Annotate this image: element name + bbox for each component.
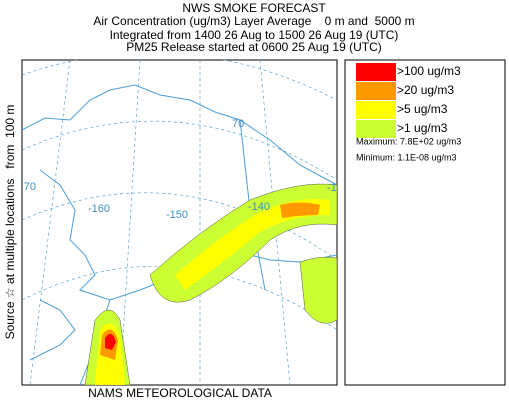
legend-label: >1 ug/m3 xyxy=(397,121,448,135)
coastline xyxy=(29,299,76,361)
legend-minimum: Minimum: 1.1E-08 ug/m3 xyxy=(356,152,457,162)
map: -170 -160 -150 -140 -100 70 xyxy=(14,60,349,385)
grid-label: -140 xyxy=(248,201,270,213)
grid-label: -100 xyxy=(327,182,349,194)
smoke-area xyxy=(105,333,116,350)
subtitle: Air Concentration (ug/m3) Layer Average … xyxy=(93,14,414,28)
legend-swatch xyxy=(356,63,396,81)
grid-label: -170 xyxy=(14,181,36,193)
smoke-area xyxy=(175,199,330,290)
graticule xyxy=(22,192,337,261)
legend-label: >100 ug/m3 xyxy=(397,64,461,78)
legend-label: >5 ug/m3 xyxy=(397,102,448,116)
subtitle: PM25 Release started at 0600 25 Aug 19 (… xyxy=(126,40,381,54)
graticule xyxy=(22,60,337,101)
legend-swatch xyxy=(356,82,396,100)
graticule xyxy=(119,60,141,385)
legend: >100 ug/m3 >20 ug/m3 >5 ug/m3 >1 ug/m3 xyxy=(356,63,461,138)
coastline xyxy=(22,84,337,186)
legend-swatch xyxy=(356,101,396,119)
subtitle: Integrated from 1400 26 Aug to 1500 26 A… xyxy=(110,28,399,42)
grid-label: -150 xyxy=(166,209,188,221)
legend-maximum: Maximum: 7.8E+02 ug/m3 xyxy=(356,136,461,146)
graticule xyxy=(22,120,337,181)
grid-label: 70 xyxy=(232,118,244,130)
smoke-area xyxy=(299,256,337,324)
footer: NAMS METEOROLOGICAL DATA xyxy=(88,386,272,400)
title: NWS SMOKE FORECAST xyxy=(182,1,326,15)
grid-label: -160 xyxy=(88,203,110,215)
legend-swatch xyxy=(356,120,396,138)
smoke-area xyxy=(280,202,320,218)
legend-label: >20 ug/m3 xyxy=(397,83,454,97)
side-label: Source ☆ at multiple locations from 100 … xyxy=(3,105,17,340)
graticule xyxy=(29,60,71,385)
